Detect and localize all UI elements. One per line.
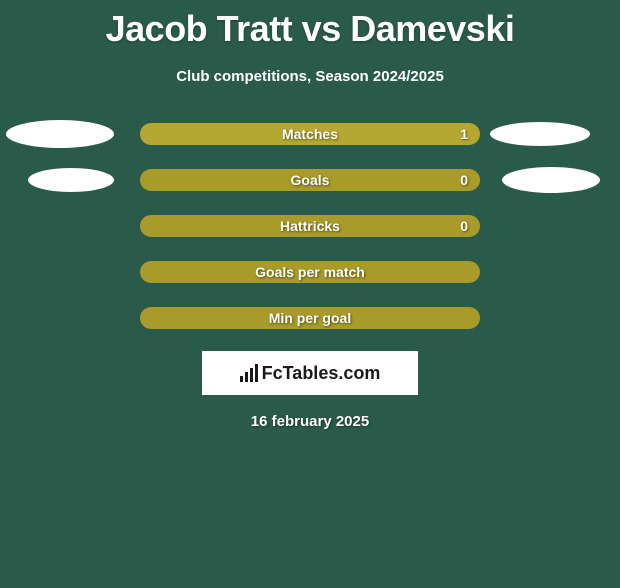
stat-bar: Hattricks 0 [140,215,480,237]
stat-row: Hattricks 0 [0,215,620,237]
stat-row: Matches 1 [0,123,620,145]
stat-label: Goals per match [255,264,365,280]
page-title: Jacob Tratt vs Damevski [0,8,620,50]
right-blob [502,167,600,193]
logo-box: FcTables.com [202,351,418,395]
stat-value: 1 [460,126,468,142]
stat-label: Goals [291,172,330,188]
logo-icon [240,364,258,382]
stat-bar: Goals per match [140,261,480,283]
stat-row: Goals 0 [0,169,620,191]
stat-row: Min per goal [0,307,620,329]
stat-bar: Goals 0 [140,169,480,191]
stat-bar: Matches 1 [140,123,480,145]
stat-label: Hattricks [280,218,340,234]
date-text: 16 february 2025 [0,413,620,430]
right-blob [490,122,590,146]
stat-bar: Min per goal [140,307,480,329]
page-subtitle: Club competitions, Season 2024/2025 [0,68,620,85]
left-blob [6,120,114,148]
logo-text: FcTables.com [262,363,381,384]
left-blob [28,168,114,192]
stat-value: 0 [460,172,468,188]
stat-value: 0 [460,218,468,234]
stat-label: Min per goal [269,310,351,326]
stat-label: Matches [282,126,338,142]
stat-row: Goals per match [0,261,620,283]
stats-area: Matches 1 Goals 0 Hattricks 0 Goals per match M… [0,123,620,329]
